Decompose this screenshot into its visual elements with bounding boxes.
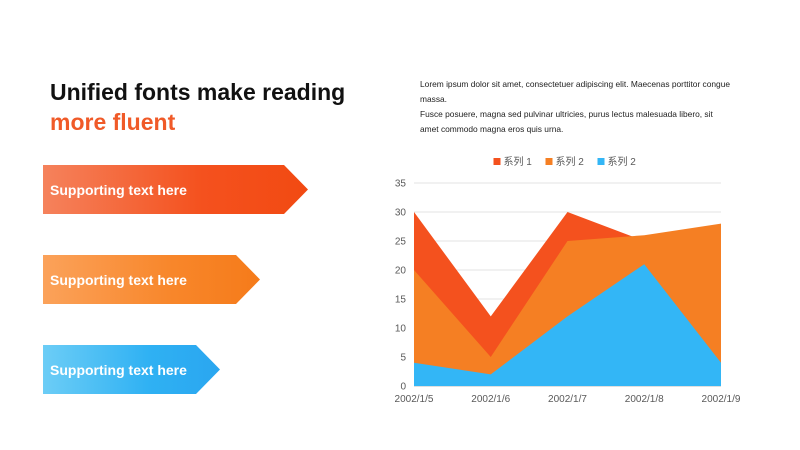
legend-swatch-3	[597, 158, 605, 165]
supporting-text-2: Supporting text here	[50, 271, 187, 288]
page-title: Unified fonts make reading more fluent	[50, 77, 345, 137]
supporting-arrow-1: Supporting text here	[43, 165, 308, 214]
x-tick-label-5: 2002/1/9	[702, 394, 741, 405]
legend-label-2: 系列 2	[556, 155, 585, 168]
legend-label-3: 系列 2	[608, 155, 637, 168]
area-chart: 0 5 10 15 20 25 30 35 2002/1/5 2002/1/6 2002/1/7 20…	[395, 155, 741, 405]
supporting-arrow-2: Supporting text here	[43, 255, 260, 304]
y-tick-label-30: 30	[395, 208, 407, 219]
area-series-3	[414, 264, 721, 386]
title-line-1: Unified fonts make reading	[50, 79, 346, 105]
supporting-arrow-3: Supporting text here	[43, 345, 220, 394]
description-text: Lorem ipsum dolor sit amet, consectetuer…	[420, 77, 732, 137]
supporting-text-3: Supporting text here	[50, 361, 187, 378]
legend-swatch-1	[493, 158, 501, 165]
y-tick-label-25: 25	[395, 237, 407, 248]
x-tick-label-2: 2002/1/6	[471, 394, 510, 405]
y-tick-label-35: 35	[395, 179, 407, 190]
x-tick-label-1: 2002/1/5	[395, 394, 434, 405]
y-tick-label-15: 15	[395, 295, 407, 306]
y-tick-label-0: 0	[400, 382, 406, 393]
title-line-2: more fluent	[50, 109, 176, 135]
y-tick-label-10: 10	[395, 324, 407, 335]
legend-swatch-2	[545, 158, 553, 165]
x-tick-label-4: 2002/1/8	[625, 394, 664, 405]
y-tick-label-20: 20	[395, 266, 407, 277]
legend-label-1: 系列 1	[504, 155, 533, 168]
y-tick-label-5: 5	[400, 353, 406, 364]
supporting-text-1: Supporting text here	[50, 181, 187, 198]
description-paragraph-2: Fusce posuere, magna sed pulvinar ultric…	[420, 109, 713, 134]
x-tick-label-3: 2002/1/7	[548, 394, 587, 405]
description-paragraph-1: Lorem ipsum dolor sit amet, consectetuer…	[420, 79, 731, 104]
